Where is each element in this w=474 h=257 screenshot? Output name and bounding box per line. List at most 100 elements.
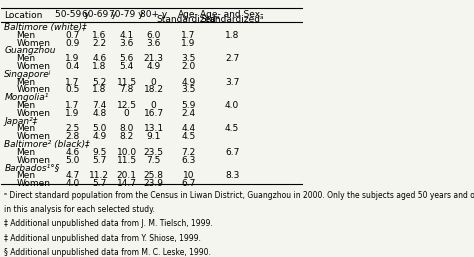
Text: 18.2: 18.2 bbox=[144, 85, 164, 94]
Text: 5.2: 5.2 bbox=[92, 78, 107, 87]
Text: 1.8: 1.8 bbox=[92, 85, 107, 94]
Text: 23.9: 23.9 bbox=[144, 179, 164, 188]
Text: 5.0: 5.0 bbox=[65, 155, 80, 164]
Text: Men: Men bbox=[17, 124, 36, 133]
Text: 0.5: 0.5 bbox=[65, 85, 80, 94]
Text: 8.3: 8.3 bbox=[225, 171, 239, 180]
Text: Standardizedᵃ: Standardizedᵃ bbox=[201, 15, 264, 24]
Text: 0: 0 bbox=[151, 78, 156, 87]
Text: Men: Men bbox=[17, 171, 36, 180]
Text: Women: Women bbox=[17, 179, 50, 188]
Text: 7.5: 7.5 bbox=[146, 155, 161, 164]
Text: 60-69 y: 60-69 y bbox=[82, 10, 117, 19]
Text: Age-: Age- bbox=[178, 10, 199, 19]
Text: Men: Men bbox=[17, 148, 36, 157]
Text: 80+ y: 80+ y bbox=[140, 10, 167, 19]
Text: 1.7: 1.7 bbox=[181, 31, 196, 40]
Text: ‡ Additional unpublished data from J. M. Tielsch, 1999.: ‡ Additional unpublished data from J. M.… bbox=[4, 219, 213, 228]
Text: 1.9: 1.9 bbox=[65, 109, 80, 118]
Text: 4.9: 4.9 bbox=[146, 62, 161, 71]
Text: 4.1: 4.1 bbox=[119, 31, 134, 40]
Text: 23.5: 23.5 bbox=[144, 148, 164, 157]
Text: 4.9: 4.9 bbox=[92, 132, 107, 141]
Text: 2.8: 2.8 bbox=[65, 132, 80, 141]
Text: 0: 0 bbox=[151, 101, 156, 110]
Text: 12.5: 12.5 bbox=[117, 101, 137, 110]
Text: 5.7: 5.7 bbox=[92, 179, 107, 188]
Text: 3.5: 3.5 bbox=[181, 85, 196, 94]
Text: 14.7: 14.7 bbox=[117, 179, 137, 188]
Text: 4.6: 4.6 bbox=[92, 54, 107, 63]
Text: Women: Women bbox=[17, 132, 50, 141]
Text: Women: Women bbox=[17, 155, 50, 164]
Text: 6.0: 6.0 bbox=[146, 31, 161, 40]
Text: § Additional unpublished data from M. C. Leske, 1990.: § Additional unpublished data from M. C.… bbox=[4, 248, 211, 257]
Text: 4.0: 4.0 bbox=[225, 101, 239, 110]
Text: Barbados¹°§: Barbados¹°§ bbox=[4, 163, 60, 172]
Text: Women: Women bbox=[17, 62, 50, 71]
Text: 1.8: 1.8 bbox=[92, 62, 107, 71]
Text: 1.7: 1.7 bbox=[65, 78, 80, 87]
Text: Standardizedᵃ: Standardizedᵃ bbox=[156, 15, 220, 24]
Text: 4.8: 4.8 bbox=[92, 109, 107, 118]
Text: ‡ Additional unpublished data from Y. Shiose, 1999.: ‡ Additional unpublished data from Y. Sh… bbox=[4, 234, 201, 243]
Text: Men: Men bbox=[17, 78, 36, 87]
Text: 6.3: 6.3 bbox=[181, 155, 196, 164]
Text: 0.4: 0.4 bbox=[65, 62, 80, 71]
Text: Singaporeʲ: Singaporeʲ bbox=[4, 70, 52, 79]
Text: 20.1: 20.1 bbox=[117, 171, 137, 180]
Text: Baltimore (white)‡: Baltimore (white)‡ bbox=[4, 23, 87, 32]
Text: 9.5: 9.5 bbox=[92, 148, 107, 157]
Text: 2.2: 2.2 bbox=[92, 39, 107, 48]
Text: in this analysis for each selected study.: in this analysis for each selected study… bbox=[4, 205, 155, 214]
Text: 10.0: 10.0 bbox=[117, 148, 137, 157]
Text: Women: Women bbox=[17, 85, 50, 94]
Text: Women: Women bbox=[17, 39, 50, 48]
Text: 3.6: 3.6 bbox=[146, 39, 161, 48]
Text: 8.0: 8.0 bbox=[119, 124, 134, 133]
Text: 3.6: 3.6 bbox=[119, 39, 134, 48]
Text: Women: Women bbox=[17, 109, 50, 118]
Text: Location: Location bbox=[4, 11, 43, 20]
Text: 0: 0 bbox=[124, 109, 129, 118]
Text: 7.4: 7.4 bbox=[92, 101, 107, 110]
Text: 4.6: 4.6 bbox=[65, 148, 80, 157]
Text: 50-59 y: 50-59 y bbox=[55, 10, 90, 19]
Text: Mongolia¹: Mongolia¹ bbox=[4, 93, 49, 102]
Text: 5.9: 5.9 bbox=[181, 101, 196, 110]
Text: Baltimore² (black)‡: Baltimore² (black)‡ bbox=[4, 140, 90, 149]
Text: 2.4: 2.4 bbox=[182, 109, 195, 118]
Text: 4.9: 4.9 bbox=[181, 78, 196, 87]
Text: 3.7: 3.7 bbox=[225, 78, 239, 87]
Text: 2.5: 2.5 bbox=[65, 124, 80, 133]
Text: 1.7: 1.7 bbox=[65, 101, 80, 110]
Text: ᵃ Direct standard population from the Census in Liwan District, Guangzhou in 200: ᵃ Direct standard population from the Ce… bbox=[4, 191, 474, 200]
Text: 4.5: 4.5 bbox=[181, 132, 196, 141]
Text: 7.2: 7.2 bbox=[181, 148, 196, 157]
Text: 4.0: 4.0 bbox=[65, 179, 80, 188]
Text: 4.5: 4.5 bbox=[225, 124, 239, 133]
Text: 5.0: 5.0 bbox=[92, 124, 107, 133]
Text: 0.9: 0.9 bbox=[65, 39, 80, 48]
Text: 11.2: 11.2 bbox=[90, 171, 109, 180]
Text: 70-79 y: 70-79 y bbox=[109, 10, 144, 19]
Text: 13.1: 13.1 bbox=[144, 124, 164, 133]
Text: 16.7: 16.7 bbox=[144, 109, 164, 118]
Text: 0.7: 0.7 bbox=[65, 31, 80, 40]
Text: Japan²‡: Japan²‡ bbox=[4, 117, 37, 126]
Text: Men: Men bbox=[17, 31, 36, 40]
Text: Guangzhou: Guangzhou bbox=[4, 46, 56, 55]
Text: 5.7: 5.7 bbox=[92, 155, 107, 164]
Text: Men: Men bbox=[17, 101, 36, 110]
Text: 6.7: 6.7 bbox=[181, 179, 196, 188]
Text: 4.4: 4.4 bbox=[182, 124, 195, 133]
Text: 2.7: 2.7 bbox=[225, 54, 239, 63]
Text: 25.8: 25.8 bbox=[144, 171, 164, 180]
Text: 1.9: 1.9 bbox=[181, 39, 196, 48]
Text: 21.3: 21.3 bbox=[144, 54, 164, 63]
Text: 6.7: 6.7 bbox=[225, 148, 239, 157]
Text: 1.6: 1.6 bbox=[92, 31, 107, 40]
Text: 5.6: 5.6 bbox=[119, 54, 134, 63]
Text: 3.5: 3.5 bbox=[181, 54, 196, 63]
Text: 11.5: 11.5 bbox=[117, 78, 137, 87]
